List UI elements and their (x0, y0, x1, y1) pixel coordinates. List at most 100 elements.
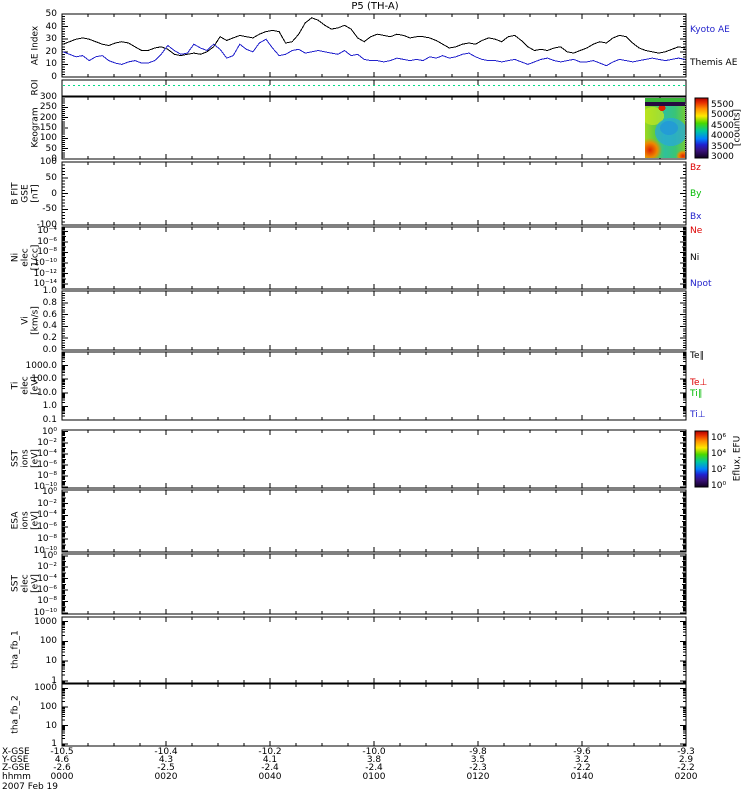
xaxis-value-y-gse-1: 4.3 (158, 755, 174, 765)
series-label-b-fit-2: Bx (690, 212, 702, 223)
ytick-label-tha-fb-1-0: 1000 (34, 616, 57, 627)
xaxis-row-header-y-gse: Y-GSE (2, 755, 29, 765)
colorbar-label-keogram-2: 4500 (711, 120, 734, 131)
ytick-label-tha-fb-2-0: 1000 (34, 683, 57, 694)
ytick-label-ae-index-5: 0 (51, 72, 57, 82)
series-label-ni-1: Ni (690, 253, 700, 263)
ytick-label-esa-ions-4: 10⁻⁸ (37, 533, 57, 544)
xaxis-value-hhmm-2: 0040 (258, 772, 282, 782)
series-label-ti-2: Ti∥ (690, 389, 703, 400)
ytick-label-ae-index-2: 30 (45, 34, 57, 45)
xaxis-value-hhmm-4: 0120 (466, 772, 490, 782)
keogram-image (645, 98, 685, 158)
ytick-label-sst-elec-5: 10⁻¹⁰ (33, 607, 57, 618)
ytick-label-sst-elec-4: 10⁻⁸ (37, 596, 57, 607)
keogram-yellow-region (645, 107, 664, 125)
xaxis-value-y-gse-4: 3.5 (470, 755, 486, 765)
ytick-label-sst-ions-4: 10⁻⁸ (37, 470, 57, 481)
xaxis-row-header-z-gse: Z-GSE (2, 763, 30, 773)
ytick-label-sst-ions-0: 10⁰ (41, 426, 57, 437)
plot-title: P5 (TH-A) (351, 1, 399, 12)
series-label-ti-3: Ti⊥ (690, 410, 706, 421)
keogram-red-blob-bottom-left (645, 138, 662, 158)
keogram-dark-band (645, 102, 685, 106)
keogram-red-spot (658, 105, 666, 111)
ytick-label-sst-elec-0: 10⁰ (41, 550, 57, 561)
xaxis-value-y-gse-3: 3.8 (366, 755, 382, 765)
ytick-label-keogram-5: 50 (45, 143, 57, 154)
ytick-label-tha-fb-2-3: 1 (51, 739, 57, 750)
panel-frame-ae-index (61, 13, 687, 78)
ticks-ti (61, 352, 687, 421)
xaxis-value-hhmm-0: 0000 (50, 772, 74, 782)
ytick-label-ni-2: 10⁻⁸ (37, 247, 57, 258)
ytick-label-keogram-0: 300 (39, 92, 57, 102)
ytick-label-sst-ions-3: 10⁻⁶ (37, 459, 57, 470)
panel-frame-keogram (61, 96, 687, 160)
date-label: 2007 Feb 19 (2, 782, 59, 792)
ytick-label-keogram-1: 250 (39, 102, 57, 113)
panel-frame-b-fit (61, 161, 687, 226)
xaxis-value-y-gse-6: 2.9 (678, 755, 694, 765)
ytick-label-sst-ions-2: 10⁻⁴ (37, 448, 57, 459)
keogram-top-strip (645, 98, 685, 102)
xaxis-value-x-gse-4: -9.8 (469, 747, 487, 757)
ytick-label-tha-fb-2-2: 10 (45, 720, 57, 731)
ytick-label-vi-4: 0.2 (42, 333, 57, 344)
colorbar-label-sst-ions-2: 10² (711, 465, 727, 475)
ytick-label-ae-index-0: 50 (45, 9, 57, 19)
ytick-label-ae-index-4: 10 (45, 59, 57, 70)
xaxis-value-x-gse-2: -10.2 (258, 747, 282, 757)
ytick-label-esa-ions-1: 10⁻² (37, 498, 57, 509)
ytick-label-ti-4: 0.1 (42, 415, 57, 425)
colorbar-title-sst-ions: Eflux, EFU (732, 435, 743, 482)
colorbar-label-sst-ions-3: 10⁰ (711, 481, 727, 491)
ytick-label-b-fit-1: 50 (45, 172, 57, 183)
colorbar-label-keogram-4: 3500 (711, 141, 734, 152)
ytick-label-b-fit-0: 100 (39, 157, 57, 167)
ticks-sst-elec (61, 554, 687, 615)
ytick-label-tha-fb-1-3: 1 (51, 676, 57, 687)
xaxis-value-z-gse-0: -2.6 (53, 763, 71, 773)
ytick-label-tha-fb-1-2: 10 (45, 656, 57, 667)
ytick-label-esa-ions-2: 10⁻⁴ (37, 510, 57, 521)
ytick-label-ti-0: 1000.0 (25, 360, 58, 371)
ytick-label-keogram-6: 0 (51, 154, 57, 164)
colorbar-sst-ions (694, 430, 709, 488)
xaxis-value-x-gse-1: -10.4 (154, 747, 178, 757)
panel-frame-esa-ions (61, 489, 687, 553)
colorbar-keogram (694, 97, 709, 159)
xaxis-value-z-gse-4: -2.3 (469, 763, 487, 773)
ytick-label-b-fit-4: -100 (36, 220, 57, 230)
xaxis-value-hhmm-1: 0020 (154, 772, 178, 782)
ytick-label-ni-4: 10⁻¹² (33, 268, 57, 279)
ytick-label-sst-elec-2: 10⁻⁴ (37, 573, 57, 584)
ytick-label-esa-ions-0: 10⁰ (41, 486, 57, 497)
ytick-label-vi-3: 0.4 (42, 321, 57, 332)
panel-frame-tha-fb-1 (61, 616, 687, 684)
panel-frame-ni (61, 226, 687, 290)
series-label-ae-index-0: Kyoto AE (690, 24, 730, 35)
ticks-keogram (61, 96, 687, 160)
series-label-ni-0: Ne (690, 226, 703, 237)
xaxis-value-hhmm-6: 0200 (674, 772, 698, 782)
panel-frame-vi (61, 290, 687, 351)
colorbar-label-keogram-0: 5500 (711, 100, 734, 110)
series-label-b-fit-0: Bz (690, 163, 701, 174)
xaxis-value-y-gse-0: 4.6 (54, 755, 70, 765)
ytick-label-sst-elec-3: 10⁻⁶ (37, 585, 57, 595)
xaxis-value-z-gse-1: -2.5 (157, 763, 175, 773)
keogram-red-blob-bottom-right (676, 150, 685, 158)
colorbar-label-keogram-5: 3000 (711, 152, 734, 162)
xaxis-value-y-gse-2: 4.1 (262, 755, 278, 765)
ticks-vi (61, 290, 687, 351)
ytick-label-ae-index-3: 20 (45, 46, 57, 57)
ticks-b-fit (61, 161, 687, 226)
ytick-label-vi-2: 0.6 (42, 309, 57, 320)
keogram-blue-core (660, 121, 678, 135)
series-label-ti-1: Te⊥ (690, 377, 708, 388)
ytick-label-ti-2: 10.0 (36, 387, 57, 398)
ytick-label-ni-1: 10⁻⁶ (37, 236, 57, 247)
